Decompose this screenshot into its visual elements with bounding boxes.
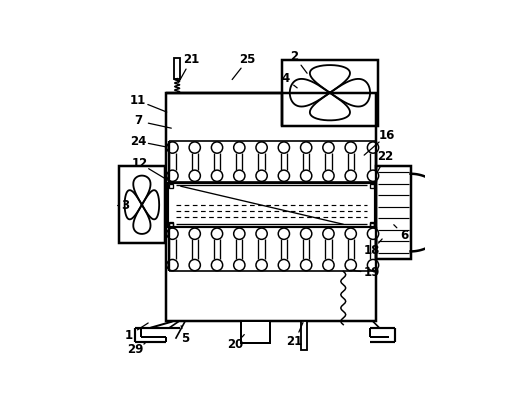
Circle shape [256,228,267,239]
Bar [370,223,373,227]
Circle shape [323,142,334,153]
Text: 3: 3 [121,199,130,212]
Circle shape [345,228,356,239]
Circle shape [234,142,245,153]
Circle shape [367,170,379,182]
Text: 18: 18 [363,245,380,258]
Circle shape [323,170,334,182]
Text: 12: 12 [131,157,147,170]
Bar [242,322,269,344]
Circle shape [278,228,290,239]
Circle shape [256,259,267,271]
Bar [166,93,376,322]
Bar [168,183,374,228]
Circle shape [367,259,379,271]
Circle shape [256,170,267,182]
Circle shape [323,259,334,271]
Circle shape [189,259,200,271]
Circle shape [167,170,178,182]
Circle shape [211,142,223,153]
Circle shape [211,170,223,182]
Text: 6: 6 [400,229,408,242]
Circle shape [167,142,178,153]
Bar [169,223,173,227]
Text: 21: 21 [183,53,199,66]
Circle shape [301,142,312,153]
Bar [174,58,180,79]
Text: 1: 1 [124,329,133,342]
Text: 16: 16 [379,129,395,142]
Bar [282,60,378,126]
Bar [169,184,173,188]
Circle shape [189,142,200,153]
Circle shape [301,228,312,239]
Text: 19: 19 [363,267,380,280]
Circle shape [189,228,200,239]
Circle shape [301,259,312,271]
Circle shape [345,170,356,182]
Text: 4: 4 [281,72,289,85]
Circle shape [345,259,356,271]
Circle shape [167,259,178,271]
Circle shape [211,259,223,271]
Bar [119,166,165,243]
Bar [169,223,173,227]
Circle shape [367,228,379,239]
Bar [370,184,373,188]
Circle shape [189,170,200,182]
Circle shape [278,142,290,153]
Circle shape [278,170,290,182]
Text: 21: 21 [287,335,303,348]
Circle shape [301,170,312,182]
Text: 2: 2 [291,50,299,63]
Circle shape [323,228,334,239]
Circle shape [234,259,245,271]
Bar [370,223,373,227]
Text: 24: 24 [130,135,146,148]
Circle shape [256,142,267,153]
Text: 22: 22 [378,151,394,164]
Text: 29: 29 [127,343,143,356]
Circle shape [367,142,379,153]
Circle shape [234,228,245,239]
Circle shape [345,142,356,153]
Text: 20: 20 [227,339,243,352]
Text: 25: 25 [240,53,256,66]
Text: 11: 11 [130,94,146,107]
Text: 5: 5 [181,332,189,345]
Circle shape [234,170,245,182]
Bar [376,166,411,259]
Circle shape [167,228,178,239]
Text: 7: 7 [134,114,142,127]
Circle shape [211,228,223,239]
Bar [301,322,307,350]
Circle shape [278,259,290,271]
